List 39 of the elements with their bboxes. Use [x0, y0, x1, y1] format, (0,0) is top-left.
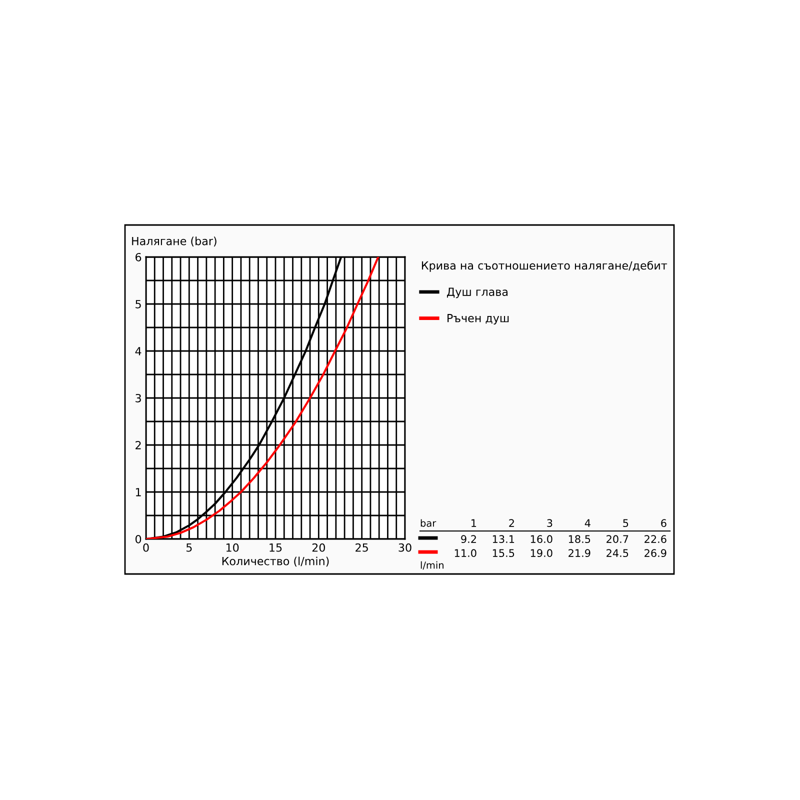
text: 24.5 [606, 549, 628, 558]
text: 3 [547, 519, 552, 528]
text: l/min [420, 561, 444, 570]
text: 22.6 [644, 535, 666, 544]
text: 6 [661, 519, 666, 528]
text: 5 [623, 519, 628, 528]
x-tick-label: 0 [143, 543, 149, 552]
legend-label: Душ глава [446, 288, 508, 298]
y-tick-label: 1 [136, 488, 141, 496]
text: bar [420, 519, 436, 527]
x-tick-label: 20 [312, 543, 325, 552]
x-tick-label: 10 [226, 543, 239, 552]
x-tick-label: 25 [356, 543, 368, 552]
text: 16.0 [530, 535, 552, 544]
x-axis-title: Количество (l/min) [222, 556, 329, 567]
text: 4 [584, 519, 590, 527]
x-tick-label: 5 [186, 544, 192, 552]
y-tick-label: 5 [136, 300, 141, 308]
y-axis-title: Налягане (bar) [132, 236, 216, 247]
text: 21.9 [568, 549, 590, 558]
y-tick-label: 3 [136, 394, 141, 402]
text: 11.0 [454, 549, 476, 558]
text: 15.5 [492, 549, 514, 558]
text: 20.7 [606, 535, 628, 544]
text: 18.5 [568, 535, 590, 544]
y-tick-label: 0 [135, 534, 142, 544]
y-tick-label: 6 [136, 252, 142, 262]
x-tick-label: 15 [270, 544, 282, 552]
x-tick-label: 30 [398, 543, 412, 552]
legend-title: Крива на съотношението налягане/дебит [422, 260, 668, 272]
y-tick-label: 2 [136, 440, 141, 450]
legend-label: Ръчен душ [448, 314, 509, 324]
text: 13.1 [492, 535, 514, 544]
text: 26.9 [644, 549, 666, 558]
text: 1 [472, 519, 476, 527]
text: 19.0 [530, 549, 552, 558]
y-tick-label: 4 [135, 347, 142, 356]
text: 2 [509, 519, 514, 527]
text: 9.2 [461, 535, 476, 544]
